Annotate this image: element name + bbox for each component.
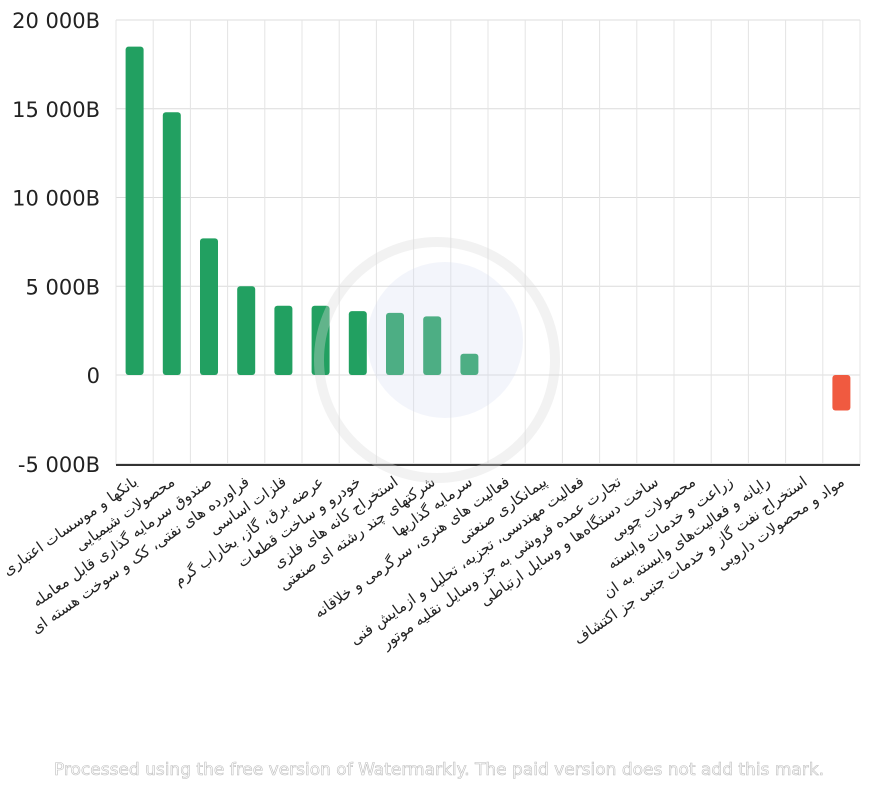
y-tick-label: 10 000B — [12, 187, 100, 211]
bar-positive — [125, 46, 144, 375]
bar-negative — [832, 375, 851, 411]
y-tick-label: 15 000B — [12, 98, 100, 122]
y-tick-label: -5 000B — [18, 453, 100, 477]
watermark-logo-ring — [314, 237, 560, 483]
bar-positive — [386, 312, 404, 375]
bar-positive — [274, 305, 293, 375]
watermark-logo-disc — [367, 262, 523, 418]
bar-positive — [460, 353, 479, 375]
bar-positive — [200, 238, 218, 375]
y-tick-label: 5 000B — [25, 275, 100, 299]
watermark-text: Processed using the free version of Wate… — [54, 760, 824, 780]
y-tick-label: 20 000B — [12, 9, 100, 33]
bar-positive — [348, 311, 367, 375]
y-tick-label: 0 — [87, 364, 100, 388]
bar-positive — [311, 305, 330, 375]
bar-positive — [423, 316, 442, 375]
bar-positive — [162, 112, 181, 376]
bar-positive — [237, 286, 256, 375]
